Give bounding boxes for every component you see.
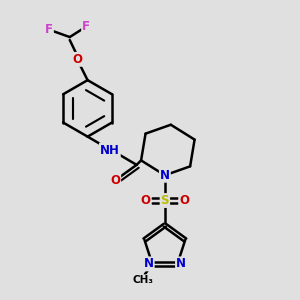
Text: N: N — [176, 257, 186, 270]
Text: O: O — [72, 53, 82, 66]
Text: CH₃: CH₃ — [133, 275, 154, 285]
Text: NH: NH — [100, 143, 120, 157]
Text: O: O — [110, 174, 120, 187]
Text: F: F — [45, 23, 53, 36]
Text: N: N — [160, 169, 170, 182]
Text: O: O — [140, 194, 151, 207]
Text: N: N — [144, 257, 154, 270]
Text: S: S — [160, 194, 169, 207]
Text: F: F — [82, 20, 90, 33]
Text: O: O — [179, 194, 189, 207]
